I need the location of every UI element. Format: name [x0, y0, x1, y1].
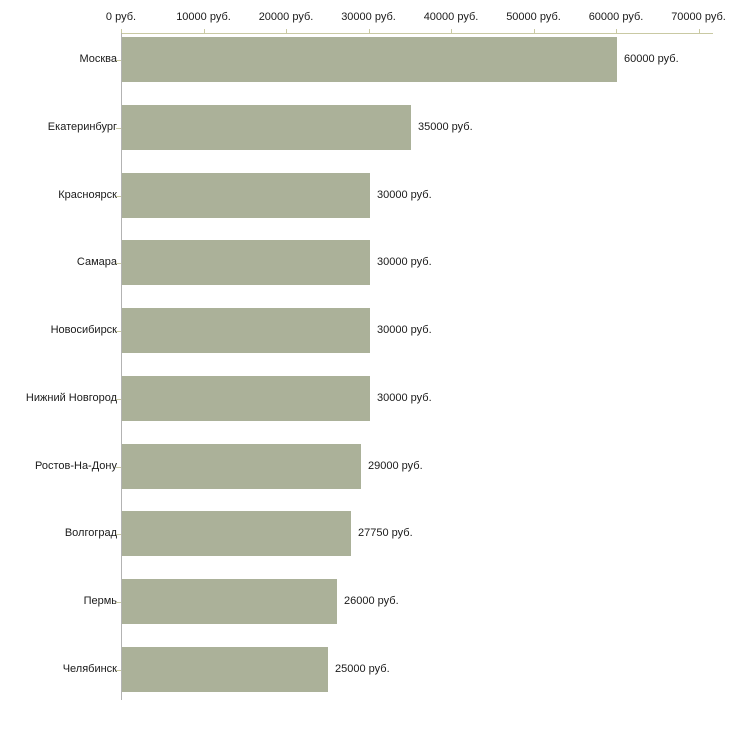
x-axis-tick-mark	[616, 29, 617, 33]
x-axis-line	[121, 33, 713, 34]
x-axis-tick-mark	[121, 29, 122, 33]
y-axis-tick-mark	[116, 670, 121, 671]
x-axis-tick-label: 60000 руб.	[588, 11, 644, 23]
x-axis-tick-label: 50000 руб.	[506, 11, 561, 23]
bar	[122, 173, 370, 218]
bar	[122, 37, 617, 82]
x-axis-tick-label: 40000 руб.	[423, 11, 479, 23]
bar-value-label: 26000 руб.	[344, 595, 399, 607]
category-label: Волгоград	[64, 527, 117, 539]
category-label: Екатеринбург	[47, 121, 117, 133]
category-label: Красноярск	[58, 189, 117, 201]
category-label: Ростов-На-Дону	[34, 460, 117, 472]
bar-value-label: 30000 руб.	[377, 392, 432, 404]
bar-value-label: 27750 руб.	[358, 527, 413, 539]
x-axis-tick-mark	[451, 29, 452, 33]
category-label: Челябинск	[62, 663, 117, 675]
bar-value-label: 29000 руб.	[368, 460, 423, 472]
category-label: Нижний Новгород	[25, 392, 117, 404]
x-axis-tick-label: 30000 руб.	[341, 11, 396, 23]
bar	[122, 647, 328, 692]
x-axis-tick-mark	[204, 29, 205, 33]
y-axis-tick-mark	[116, 331, 121, 332]
bar	[122, 444, 361, 489]
bar-value-label: 30000 руб.	[377, 189, 432, 201]
category-label: Новосибирск	[50, 324, 117, 336]
x-axis-tick-mark	[534, 29, 535, 33]
y-axis-tick-mark	[116, 467, 121, 468]
bar	[122, 308, 370, 353]
category-label: Москва	[79, 53, 117, 65]
x-axis-tick-label: 0 руб.	[105, 11, 137, 23]
y-axis-tick-mark	[116, 602, 121, 603]
x-axis-tick-label: 20000 руб.	[258, 11, 314, 23]
category-label: Самара	[76, 256, 117, 268]
bar-value-label: 60000 руб.	[624, 53, 679, 65]
category-label: Пермь	[83, 595, 117, 607]
x-axis-tick-label: 10000 руб.	[176, 11, 231, 23]
y-axis-tick-mark	[116, 534, 121, 535]
y-axis-tick-mark	[116, 128, 121, 129]
y-axis-tick-mark	[116, 399, 121, 400]
bar	[122, 240, 370, 285]
x-axis-tick-mark	[286, 29, 287, 33]
y-axis-tick-mark	[116, 60, 121, 61]
bar-value-label: 35000 руб.	[418, 121, 473, 133]
x-axis-tick-mark	[699, 29, 700, 33]
bar	[122, 579, 337, 624]
bar	[122, 511, 351, 556]
bar-value-label: 25000 руб.	[335, 663, 390, 675]
bar	[122, 376, 370, 421]
y-axis-line	[121, 33, 122, 700]
x-axis-tick-mark	[369, 29, 370, 33]
bar-value-label: 30000 руб.	[377, 324, 432, 336]
bar-value-label: 30000 руб.	[377, 256, 432, 268]
bar	[122, 105, 411, 150]
y-axis-tick-mark	[116, 196, 121, 197]
y-axis-tick-mark	[116, 263, 121, 264]
x-axis-tick-label: 70000 руб.	[671, 11, 726, 23]
